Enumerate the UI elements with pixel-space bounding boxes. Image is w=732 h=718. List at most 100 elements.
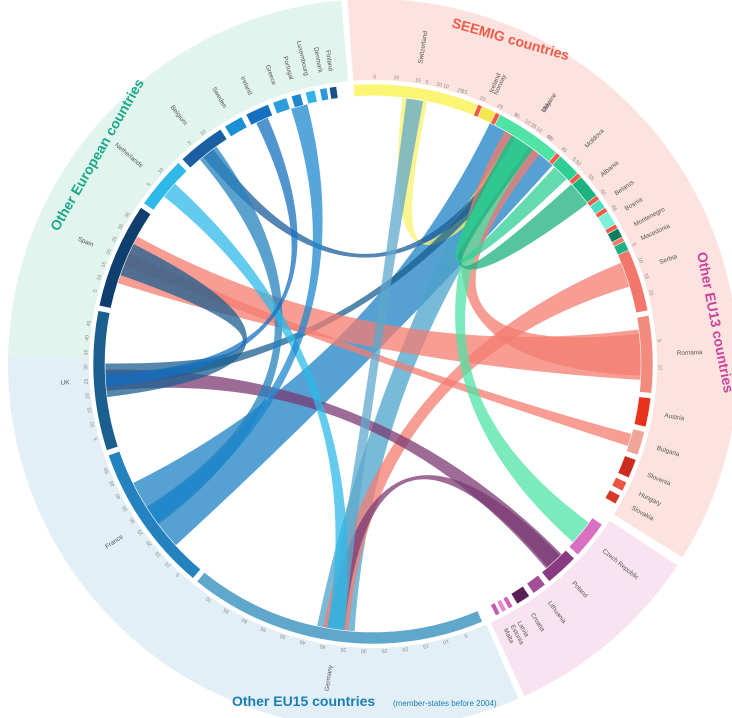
group-title-other-eu15: Other EU15 countries [232,693,375,709]
arc-latvia [502,595,514,610]
arc-switzerland [353,83,479,116]
chord-portugal-to-france [147,104,323,523]
chord-bulgaria-to-spain [123,253,632,447]
tick-switzerland-5: 5 [373,74,376,80]
chord-ireland-to-uk [105,117,298,387]
group-band-seemig [347,0,732,558]
tick-uk-25: 25 [84,378,90,384]
tick-spain-30: 30 [117,223,125,231]
chord-poland-to-germany [327,475,561,631]
arc-macedonia [613,240,630,256]
chord-germany-to-switzerland [327,98,424,631]
tick-france-40: 40 [115,492,123,500]
arc-slovakia [604,489,621,505]
tick-germany-50: 50 [279,632,286,640]
arc-poland [541,549,575,583]
arc-norway [477,105,497,124]
tick-italy-45: 45 [560,146,568,154]
chord-poland-to-uk [105,369,562,569]
tick-france-10: 10 [164,560,172,568]
country-label-uk: UK [60,379,70,387]
arc-hungary [611,476,628,492]
tick-uk-35: 35 [83,349,89,355]
arc-france [107,450,202,579]
arc-uk [92,310,119,451]
tick-romania-5: 5 [656,339,662,342]
tick-italy-35: 35 [529,122,537,130]
arc-estonia [496,599,508,613]
tick-uk-40: 40 [84,335,91,341]
arc-albania [571,176,598,204]
tick-spain-10: 10 [96,274,103,281]
tick-netherlands-10: 10 [157,167,165,175]
chord-italy-to-belgium [203,138,529,258]
tick-italy-20: 20 [479,95,487,103]
tick-layer: 5101520253035404550556065510152051051015… [83,74,662,653]
tick-belgium-5: 5 [187,140,193,147]
tick-germany-55: 55 [260,625,268,633]
tick-germany-30: 30 [361,647,367,653]
tick-germany-10: 10 [442,638,449,645]
arc-bulgaria [626,428,646,456]
arc-romania [636,315,654,394]
arc-denmark [319,87,330,102]
arc-malta [490,602,501,617]
group-band-other-eu13 [490,520,678,697]
arc-sweden [224,116,248,138]
country-label-finland: Finland [324,50,334,72]
arc-bosnia [597,211,616,231]
tick-spain-5: 5 [93,289,100,293]
tick-uk-5: 5 [93,436,100,440]
tick-france-30: 30 [129,516,137,524]
arc-lithuania [526,574,546,594]
tick-germany-40: 40 [319,643,326,650]
tick-germany-65: 65 [222,606,230,614]
tick-germany-15: 15 [422,642,429,649]
country-label-romania: Romania [677,349,703,357]
tick-italy-50: 50 [574,159,582,167]
arc-ukraine [494,114,558,163]
arc-germany [196,571,483,645]
tick-uk-30: 30 [83,364,89,370]
tick-ukraine-15: 15 [535,126,543,134]
tick-switzerland-25: 25 [456,87,463,95]
country-label-austria: Austria [664,412,685,422]
tick-italy-15: 15 [461,89,468,97]
tick-italy-60: 60 [599,189,607,197]
arc-belarus [589,199,606,215]
tick-uk-45: 45 [86,320,93,327]
tick-italy-25: 25 [496,103,504,111]
tick-france-20: 20 [145,539,153,547]
country-arc-layer [92,83,654,645]
tick-france-45: 45 [108,480,116,488]
tick-italy-65: 65 [610,204,618,212]
chord-romania-to-italy [461,130,641,376]
tick-france-25: 25 [137,528,145,536]
arc-portugal [290,93,305,109]
tick-france-50: 50 [103,467,111,475]
tick-italy-30: 30 [513,112,521,120]
group-note-other-eu15: (member-states before 2004) [393,699,497,708]
tick-germany-25: 25 [382,647,388,653]
tick-ukraine-10: 10 [523,118,531,126]
arc-austria [633,396,652,428]
country-label-germany: Germany [324,664,335,692]
tick-italy-10: 10 [442,83,449,90]
arc-ireland [245,103,273,126]
tick-netherlands-5: 5 [146,182,153,188]
tick-spain-15: 15 [100,261,108,269]
chord-layer [105,97,641,632]
tick-germany-45: 45 [299,638,306,645]
tick-spain-35: 35 [124,211,132,219]
tick-uk-10: 10 [89,421,96,428]
tick-switzerland-20: 20 [436,82,443,89]
chord-moldova-to-italy [455,137,567,263]
arc-montenegro [606,227,623,243]
arc-finland [328,86,339,100]
arc-greece [272,97,291,115]
tick-germany-35: 35 [340,646,346,653]
tick-france-15: 15 [154,550,162,558]
tick-germany-70: 70 [205,595,213,603]
tick-serbia-10: 10 [636,257,644,265]
tick-spain-25: 25 [111,235,119,243]
